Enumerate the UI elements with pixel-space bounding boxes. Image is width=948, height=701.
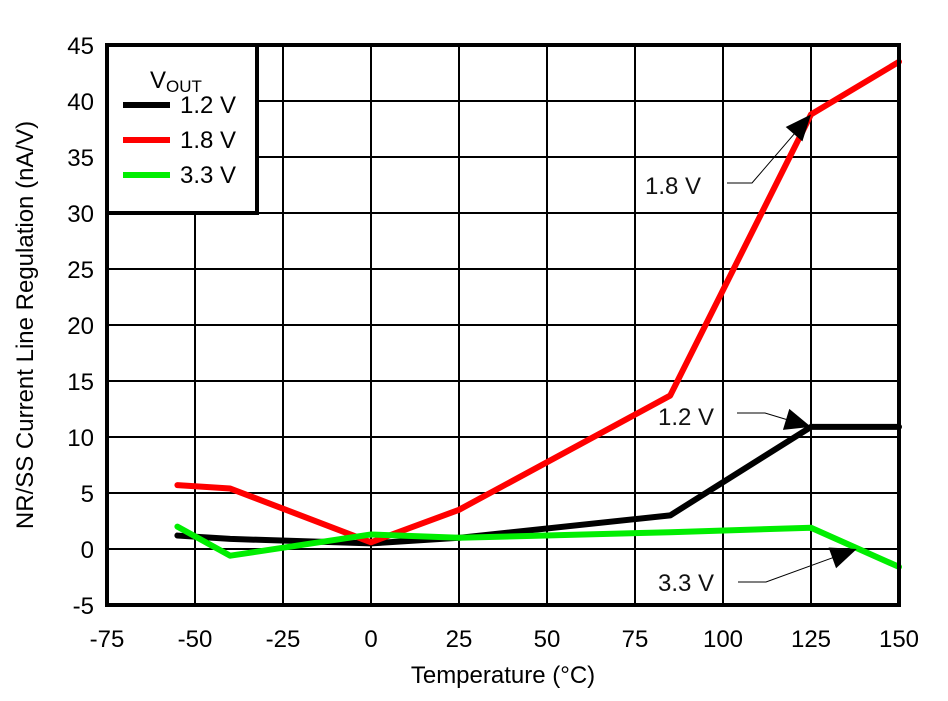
x-tick-label: 0 — [364, 626, 377, 653]
y-tick-label: 0 — [81, 537, 94, 564]
arrowhead-icon — [828, 547, 857, 569]
y-tick-label: 35 — [67, 145, 94, 172]
y-tick-label: -5 — [73, 593, 94, 620]
x-tick-label: 25 — [446, 626, 473, 653]
y-tick-label: 15 — [67, 369, 94, 396]
series-line-18V — [174, 58, 902, 546]
y-tick-label: 30 — [67, 201, 94, 228]
legend-entry: 1.8 V — [180, 127, 236, 154]
annotation-label: 1.2 V — [658, 404, 714, 431]
y-tick-label: 40 — [67, 89, 94, 116]
x-tick-label: -50 — [178, 626, 213, 653]
annotation-leader — [727, 129, 799, 184]
x-tick-label: 75 — [622, 626, 649, 653]
annotation-leader — [738, 555, 839, 583]
legend-entry: 3.3 V — [180, 162, 236, 189]
y-tick-label: 20 — [67, 313, 94, 340]
x-tick-label: 100 — [703, 626, 743, 653]
x-tick-label: 125 — [791, 626, 831, 653]
legend: VOUT 1.2 V 1.8 V 3.3 V — [105, 43, 259, 215]
y-tick-label: 5 — [81, 481, 94, 508]
legend-title: VOUT — [150, 67, 202, 96]
annotation-label: 3.3 V — [658, 570, 714, 597]
y-tick-label: 45 — [67, 33, 94, 60]
tick-labels: -75 -50 -25 0 25 50 75 100 125 150-50510152025303… — [67, 33, 919, 653]
legend-entry: 1.2 V — [180, 92, 236, 119]
x-tick-label: -25 — [266, 626, 301, 653]
series-line-33V — [174, 523, 902, 570]
plot-frame — [105, 43, 901, 607]
y-tick-label: 25 — [67, 257, 94, 284]
legend-box — [105, 43, 259, 215]
x-tick-label: -75 — [90, 626, 125, 653]
y-axis-label: NR/SS Current Line Regulation (nA/V) — [12, 121, 39, 529]
x-tick-label: 50 — [534, 626, 561, 653]
arrowhead-icon — [785, 114, 811, 142]
annotation-leader — [737, 412, 793, 422]
annotations: 1.8 V 1.2 V 3.3 V — [645, 114, 857, 597]
x-axis-label: Temperature (°C) — [411, 662, 595, 689]
y-tick-label: 10 — [67, 425, 94, 452]
x-tick-label: 150 — [879, 626, 919, 653]
annotation-label: 1.8 V — [645, 173, 701, 200]
arrowhead-icon — [782, 408, 811, 430]
